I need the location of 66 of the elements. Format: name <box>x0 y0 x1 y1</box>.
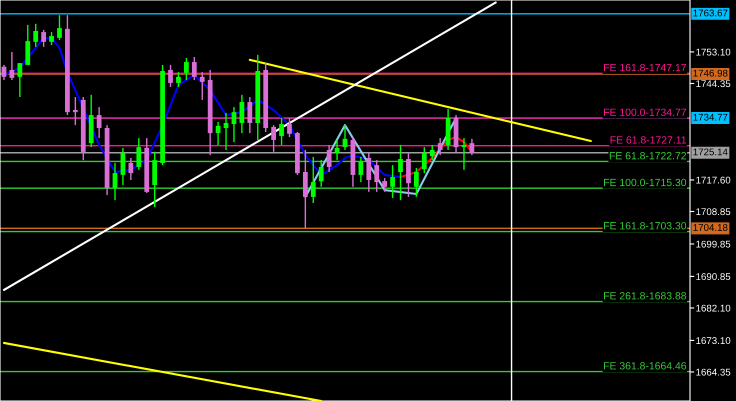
line-series <box>304 116 458 198</box>
candlestick <box>342 124 348 151</box>
y-tick-label: 1682.10 <box>696 304 730 312</box>
annotation: FE 100.0-1715.30 <box>604 178 686 186</box>
candlestick <box>366 152 372 193</box>
annotation: FE 361.8-1664.46 <box>604 362 686 370</box>
candlestick <box>240 94 244 134</box>
candlestick <box>112 162 118 201</box>
ref-line-label: 1704.18 <box>694 224 728 231</box>
candlestick <box>136 137 142 171</box>
annotation: FE 61.8-1722.72 <box>610 152 686 160</box>
candlestick <box>462 137 466 171</box>
candlestick <box>438 137 443 156</box>
y-tick-label: 1753.10 <box>696 48 730 56</box>
candlestick <box>374 159 380 193</box>
ref-line-label: 1725.14 <box>694 148 728 156</box>
candlestick <box>96 106 102 139</box>
candlestick <box>390 164 395 199</box>
annotation: FE 161.8-1703.30 <box>604 222 686 230</box>
candlestick <box>271 124 276 153</box>
y-tick-label: 1664.35 <box>696 368 730 376</box>
candlestick <box>216 121 220 146</box>
candlestick <box>414 167 419 198</box>
annotation: FE 161.8-1747.17 <box>604 64 686 72</box>
candlestick <box>168 64 173 88</box>
candlestick <box>310 156 316 204</box>
candlestick <box>470 138 474 156</box>
candlestick <box>279 117 284 146</box>
candlestick <box>422 146 427 174</box>
candlestick <box>247 96 252 134</box>
candlestick <box>398 144 403 201</box>
candlestick <box>25 24 30 66</box>
y-tick-label: 1699.85 <box>696 240 730 248</box>
candlestick <box>430 144 435 161</box>
candlestick <box>382 177 388 193</box>
candlestick <box>17 62 22 98</box>
candlestick <box>120 147 126 186</box>
candlestick <box>334 139 340 161</box>
candlestick <box>49 31 54 46</box>
annotation: FE 261.8-1683.88 <box>604 292 686 300</box>
ref-line-label: 1746.98 <box>694 70 728 77</box>
annotation: FE 61.8-1727.11 <box>610 136 686 144</box>
candlestick <box>2 64 6 81</box>
candlestick <box>200 71 205 101</box>
annotation: FE 100.0-1734.77 <box>604 108 686 116</box>
candlestick <box>224 112 228 151</box>
y-tick-label: 1708.85 <box>696 208 730 216</box>
candlestick <box>33 23 38 48</box>
candlestick <box>176 71 181 88</box>
candlestick <box>358 156 364 183</box>
y-tick-label: 1744.35 <box>696 80 730 88</box>
y-tick-label: 1673.10 <box>696 337 730 344</box>
candlestick <box>318 159 324 188</box>
candlestick <box>326 144 332 173</box>
candlestick <box>192 56 197 81</box>
candlestick <box>184 57 189 81</box>
candlestick <box>57 14 62 41</box>
candlestick <box>128 157 134 181</box>
candlestick <box>287 117 292 138</box>
y-tick-label: 1717.60 <box>696 176 730 184</box>
ref-line-label: 1763.67 <box>694 10 728 16</box>
candlestick <box>232 106 236 143</box>
y-tick-label: 1690.85 <box>696 273 730 280</box>
ref-line-label: 1734.77 <box>694 114 728 121</box>
candlestick <box>41 29 46 48</box>
candlestick <box>10 51 14 81</box>
